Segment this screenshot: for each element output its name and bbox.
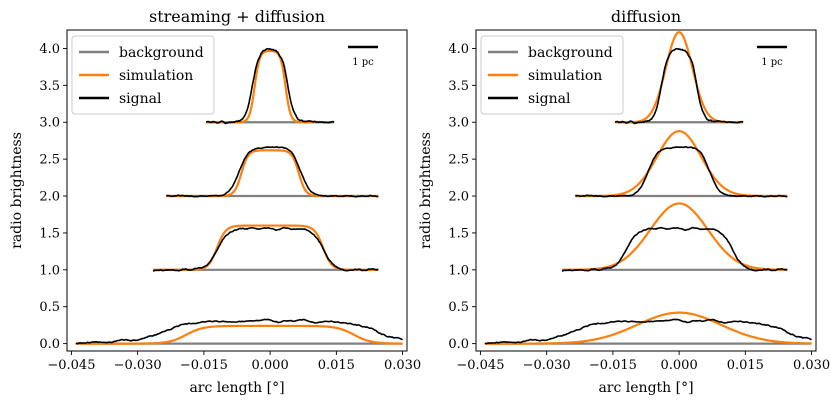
x-tick-label: −0.015 <box>589 358 637 373</box>
y-tick-label: 4.0 <box>39 42 60 57</box>
panel-streaming-diffusion: streaming + diffusion arc length [°] radio… <box>9 7 421 396</box>
x-tick-label: 0.030 <box>384 358 421 373</box>
legend-label-background: background <box>119 45 204 61</box>
signal-curve <box>75 318 403 345</box>
simulation-curve <box>166 149 379 198</box>
y-tick-label: 3.5 <box>39 79 60 94</box>
signal-curve <box>205 47 335 125</box>
y-tick-label: 1.0 <box>448 263 469 278</box>
y-tick-label: 3.0 <box>39 116 60 131</box>
legend-box <box>480 35 624 115</box>
y-tick-label: 4.0 <box>448 42 469 57</box>
x-tick-label: −0.030 <box>114 358 162 373</box>
y-tick-label: 1.5 <box>39 226 60 241</box>
simulation-curve <box>484 311 812 345</box>
signal-curve <box>614 47 744 125</box>
legend: background simulation signal <box>71 35 215 115</box>
x-axis-label: arc length [°] <box>189 380 284 396</box>
legend-label-signal: signal <box>528 91 571 107</box>
scale-bar-label: 1 pc <box>352 57 374 68</box>
signal-curve <box>484 318 812 345</box>
signal-curve <box>152 226 379 272</box>
x-tick-label: 0.030 <box>793 358 830 373</box>
simulation-curve <box>562 202 788 271</box>
chart-title: diffusion <box>611 7 681 26</box>
x-tick-label: 0.015 <box>318 358 355 373</box>
x-tick-label: −0.015 <box>180 358 228 373</box>
y-tick-label: 0.0 <box>448 337 469 352</box>
x-tick-label: 0.000 <box>252 358 289 373</box>
y-tick-label: 2.0 <box>39 190 60 205</box>
plot-area <box>75 47 403 345</box>
simulation-curve <box>75 324 403 345</box>
axes-frame <box>66 29 408 352</box>
y-tick-label: 2.0 <box>448 190 469 205</box>
x-axis-label: arc length [°] <box>598 380 693 396</box>
x-tick-label: 0.000 <box>661 358 698 373</box>
signal-curve <box>574 146 788 198</box>
y-tick-label: 0.5 <box>448 300 469 315</box>
x-tick-label: 0.015 <box>727 358 764 373</box>
y-tick-label: 3.5 <box>448 79 469 94</box>
y-axis-label: radio brightness <box>418 132 434 249</box>
y-tick-label: 3.0 <box>448 116 469 131</box>
legend-label-signal: signal <box>119 91 162 107</box>
signal-curve <box>561 226 788 272</box>
x-tick-label: −0.045 <box>47 358 95 373</box>
chart-title: streaming + diffusion <box>149 7 325 26</box>
legend-label-simulation: simulation <box>119 68 193 84</box>
axes-frame <box>475 29 817 352</box>
x-tick-label: −0.030 <box>523 358 571 373</box>
y-tick-label: 1.0 <box>39 263 60 278</box>
simulation-curve <box>206 49 335 124</box>
y-tick-label: 0.0 <box>39 337 60 352</box>
simulation-curve <box>575 129 788 198</box>
y-tick-label: 1.5 <box>448 226 469 241</box>
scale-bar-label: 1 pc <box>761 57 783 68</box>
x-tick-label: −0.045 <box>456 358 504 373</box>
legend-box <box>71 35 215 115</box>
legend-label-simulation: simulation <box>528 68 602 84</box>
signal-curve <box>165 146 379 198</box>
legend-label-background: background <box>528 45 613 61</box>
y-tick-label: 0.5 <box>39 300 60 315</box>
y-tick-label: 2.5 <box>39 153 60 168</box>
plot-area <box>484 31 812 345</box>
simulation-curve <box>615 31 744 124</box>
legend: background simulation signal <box>480 35 624 115</box>
panel-diffusion: diffusion arc length [°] radio brightness −… <box>418 7 830 396</box>
simulation-curve <box>153 224 379 271</box>
y-axis-label: radio brightness <box>9 132 25 249</box>
y-tick-label: 2.5 <box>448 153 469 168</box>
